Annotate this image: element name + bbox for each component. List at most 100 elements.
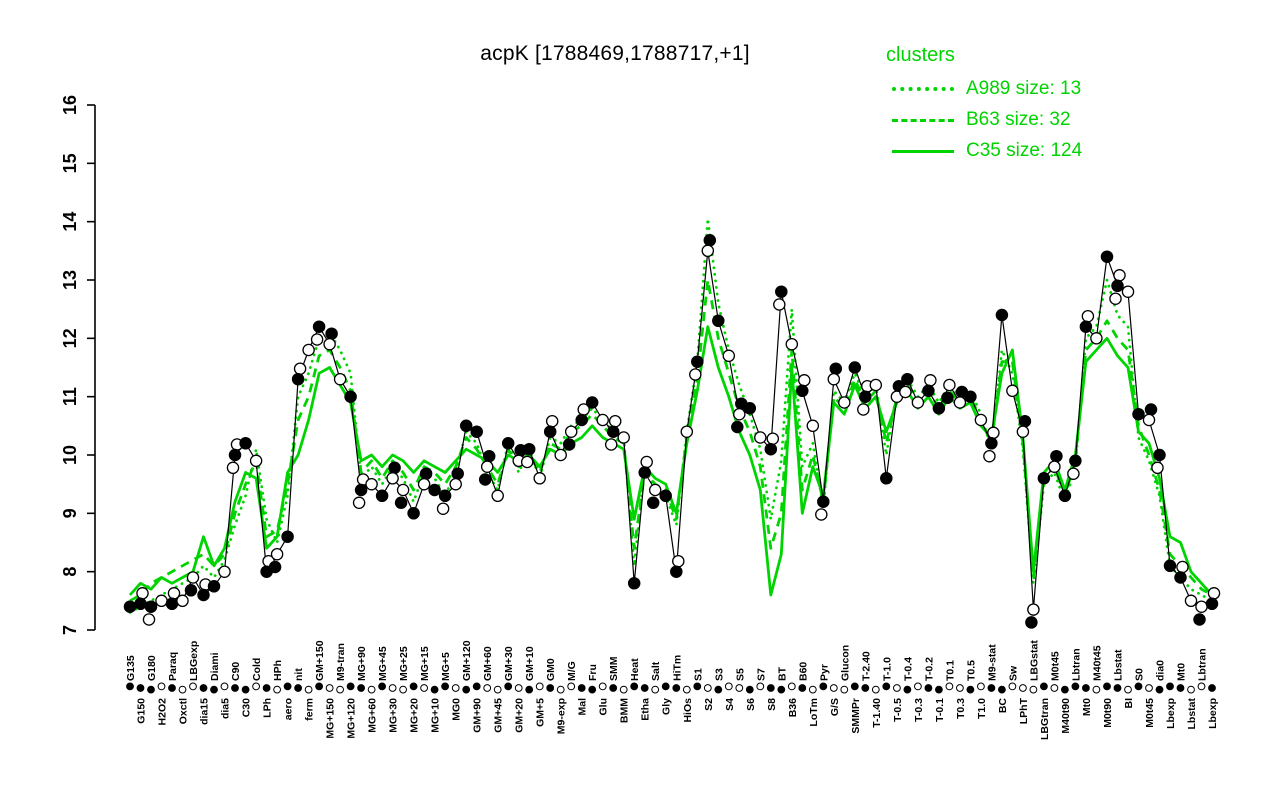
data-point xyxy=(1144,403,1158,416)
x-tick-label: HiTm xyxy=(671,655,683,681)
rug-point xyxy=(1113,684,1122,692)
rug-point xyxy=(598,682,607,691)
rug-point xyxy=(693,682,702,691)
rug-point xyxy=(798,684,807,692)
rug-point xyxy=(241,685,250,694)
rug-point xyxy=(745,685,754,694)
rug-point xyxy=(304,685,313,694)
rug-point xyxy=(336,685,345,694)
rug-point xyxy=(724,682,733,691)
data-point xyxy=(857,403,870,416)
rug-point xyxy=(619,685,628,694)
data-point xyxy=(268,560,282,574)
data-point xyxy=(995,308,1009,322)
data-point xyxy=(796,384,809,398)
legend-item-c35: C35 size: 124 xyxy=(892,140,1082,162)
x-tick-label: S1 xyxy=(692,668,704,681)
data-point xyxy=(522,442,536,456)
data-point xyxy=(533,472,546,485)
x-tick-label: T-0.2 xyxy=(923,657,935,681)
x-tick-label: LPhT xyxy=(1018,697,1030,724)
data-point xyxy=(1205,597,1219,611)
rug-point xyxy=(147,685,155,694)
data-point xyxy=(323,337,336,351)
rug-point xyxy=(325,684,334,692)
expression-line xyxy=(129,250,1213,611)
data-point xyxy=(1006,384,1019,398)
data-point xyxy=(239,437,252,450)
x-tick-label: B36 xyxy=(787,698,799,717)
rug-point xyxy=(609,684,618,692)
rug-point xyxy=(829,684,838,692)
x-tick-label: T-0.4 xyxy=(902,657,914,681)
rug-point xyxy=(220,682,229,691)
data-point xyxy=(604,438,618,451)
x-tick-label: dia0 xyxy=(1154,660,1166,681)
data-point xyxy=(911,396,925,409)
data-point xyxy=(449,477,462,491)
rug-point xyxy=(451,684,460,692)
x-tick-label: Lbstat xyxy=(1112,649,1124,681)
rug-point xyxy=(840,685,849,694)
rug-point xyxy=(462,685,471,694)
data-point xyxy=(144,600,158,613)
data-point xyxy=(1193,613,1206,626)
data-point xyxy=(703,234,717,247)
data-point xyxy=(785,337,799,351)
x-tick-label: MG+60 xyxy=(367,698,379,733)
data-point xyxy=(136,587,149,600)
x-tick-label: G180 xyxy=(146,655,158,681)
rug-point xyxy=(1092,685,1101,694)
legend-item-b63: B63 size: 32 xyxy=(892,109,1082,131)
x-tick-label: ferm xyxy=(304,698,316,721)
x-tick-label: Paraq xyxy=(167,652,179,681)
x-tick-label: BC xyxy=(997,698,1009,714)
data-point xyxy=(1195,600,1208,613)
x-tick-label: GM+60 xyxy=(482,646,494,681)
x-tick-label: Lbexp xyxy=(1165,698,1177,729)
x-tick-label: T0.1 xyxy=(944,660,956,681)
rug-points xyxy=(126,682,1216,694)
x-tick-label: SMMPr xyxy=(850,698,862,734)
rug-point xyxy=(1040,682,1048,691)
data-point xyxy=(932,402,946,415)
x-tick-label: C30 xyxy=(241,698,253,717)
x-tick-label: LBGtran xyxy=(1039,698,1051,740)
data-point xyxy=(985,437,998,450)
rug-point xyxy=(987,684,996,692)
data-point xyxy=(575,413,588,427)
data-point xyxy=(701,244,715,258)
data-point xyxy=(638,466,651,479)
data-point xyxy=(691,355,704,368)
x-tick-label: Salt xyxy=(650,661,662,681)
data-point xyxy=(1163,559,1177,573)
data-point xyxy=(1174,571,1187,584)
data-point xyxy=(606,425,620,438)
data-point xyxy=(670,565,683,578)
rug-point xyxy=(924,684,933,692)
x-tick-label: M0t45 xyxy=(1049,651,1061,681)
x-tick-label: Cold xyxy=(251,658,263,681)
rug-point xyxy=(661,682,670,691)
rug-point xyxy=(714,685,723,694)
rug-point xyxy=(998,685,1006,694)
data-point xyxy=(817,495,830,508)
data-point xyxy=(543,425,557,438)
data-point xyxy=(293,362,307,375)
data-point xyxy=(436,502,450,515)
data-point xyxy=(394,496,408,510)
data-point xyxy=(470,425,483,438)
rug-point xyxy=(441,682,450,691)
rug-point xyxy=(178,685,187,694)
y-tick-label: 14 xyxy=(60,212,80,232)
data-point xyxy=(1079,320,1093,333)
data-point xyxy=(733,407,746,421)
y-tick-label: 7 xyxy=(60,625,80,635)
data-point xyxy=(165,597,179,611)
x-tick-label: Glucon xyxy=(839,645,851,681)
rug-point xyxy=(231,684,239,692)
data-point xyxy=(672,554,685,568)
x-tick-label: GM+5 xyxy=(535,698,547,727)
